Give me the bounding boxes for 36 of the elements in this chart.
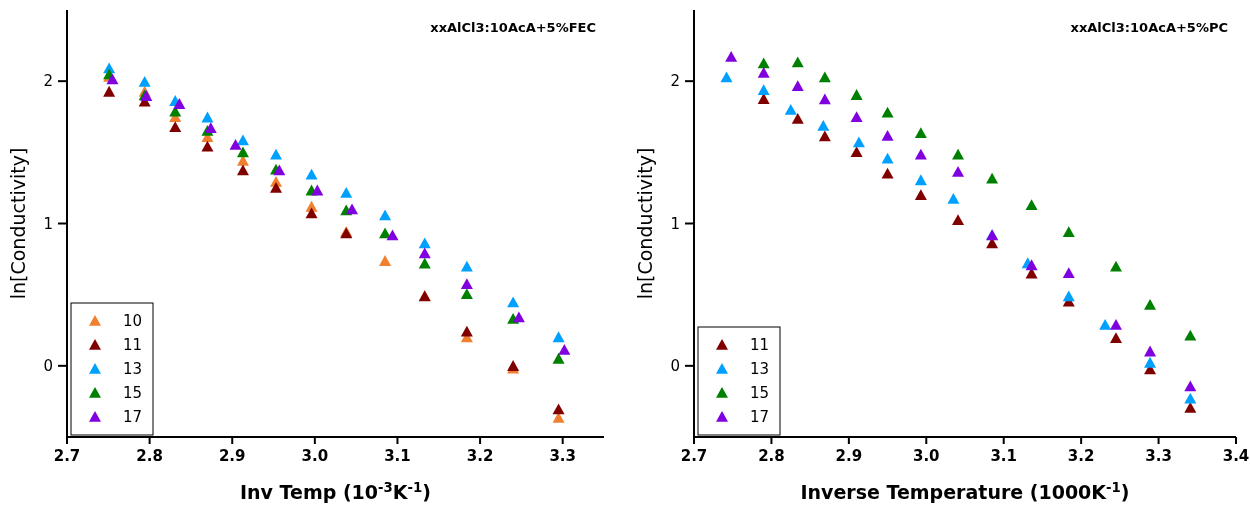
- x-tick-label: 3.3: [549, 447, 576, 465]
- legend-label: 15: [750, 384, 770, 403]
- y-tick-label: 0: [43, 357, 53, 376]
- y-tick-label: 2: [43, 72, 53, 91]
- y-tick-label: 1: [670, 214, 680, 233]
- legend-label: 13: [750, 360, 770, 379]
- x-axis-title: Inverse Temperature (1000K$^{-1}$): [800, 479, 1130, 503]
- x-tick-label: 3.2: [466, 447, 494, 465]
- x-tick-label: 2.9: [835, 447, 863, 465]
- x-tick-label: 3.1: [990, 447, 1017, 465]
- x-tick-label: 3.0: [913, 447, 940, 465]
- legend-label: 17: [123, 408, 143, 427]
- legend-label: 13: [123, 360, 143, 379]
- x-tick-label: 2.7: [53, 447, 81, 465]
- y-tick-label: 0: [670, 357, 680, 376]
- x-tick-label: 2.7: [680, 447, 708, 465]
- legend-label: 10: [123, 312, 143, 331]
- legend-label: 11: [750, 336, 770, 355]
- legend-label: 17: [750, 408, 770, 427]
- x-tick-label: 3.3: [1145, 447, 1172, 465]
- annotation: xxAlCl3:10AcA+5%PC: [1070, 20, 1228, 35]
- y-axis-title: ln[Conductivity]: [634, 147, 656, 300]
- y-tick-label: 2: [670, 72, 680, 91]
- x-tick-label: 3.1: [384, 447, 411, 465]
- x-tick-label: 3.4: [1222, 447, 1250, 465]
- annotation: xxAlCl3:10AcA+5%FEC: [430, 20, 596, 35]
- legend-label: 15: [123, 384, 143, 403]
- x-tick-label: 2.8: [136, 447, 163, 465]
- x-tick-label: 2.9: [218, 447, 246, 465]
- x-tick-label: 2.8: [758, 447, 785, 465]
- x-tick-label: 3.2: [1067, 447, 1095, 465]
- legend-label: 11: [123, 336, 143, 355]
- y-axis-title: ln[Conductivity]: [7, 147, 29, 300]
- x-tick-label: 3.0: [301, 447, 329, 465]
- x-axis-title: Inv Temp (10$^{-3}$K$^{-1}$): [239, 479, 432, 503]
- y-tick-label: 1: [43, 214, 53, 233]
